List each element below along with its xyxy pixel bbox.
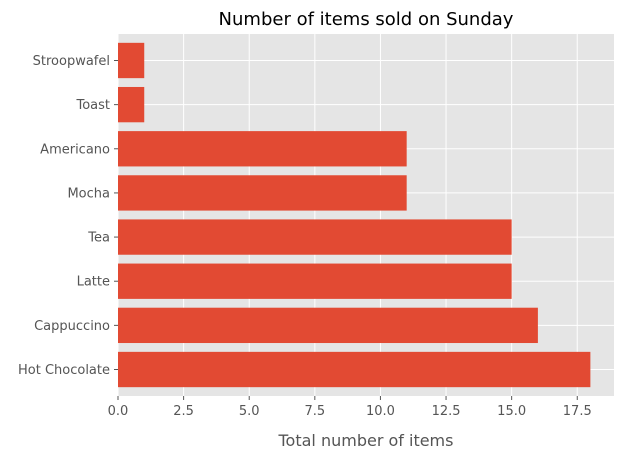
bar-toast	[118, 86, 145, 123]
y-tick-label: Tea	[87, 231, 110, 246]
bars	[118, 42, 591, 388]
y-tick-label: Toast	[75, 98, 110, 113]
y-tick-label: Hot Chocolate	[18, 363, 110, 378]
y-tick-label: Latte	[77, 275, 110, 290]
x-tick-label: 12.5	[432, 404, 461, 419]
bar-americano	[118, 131, 407, 167]
x-tick-label: 0.0	[108, 404, 129, 419]
x-tick-label: 10.0	[366, 404, 395, 419]
y-tick-label: Americano	[40, 142, 110, 157]
bar-latte	[118, 263, 512, 299]
bar-hot-chocolate	[118, 351, 591, 388]
y-tick-label: Stroopwafel	[33, 54, 110, 69]
x-axis-ticks: 0.0 2.5 5.0 7.5 10.0 12.5 15.0 17.5	[108, 396, 592, 419]
x-axis-label: Total number of items	[278, 431, 454, 450]
y-axis-ticks: Hot Chocolate Cappuccino Latte Tea Mocha Amer…	[18, 54, 118, 378]
y-tick-label: Mocha	[67, 186, 110, 201]
x-tick-label: 15.0	[497, 404, 526, 419]
x-tick-label: 2.5	[173, 404, 194, 419]
bar-tea	[118, 219, 512, 255]
chart-title: Number of items sold on Sunday	[219, 9, 514, 30]
y-tick-label: Cappuccino	[34, 319, 110, 334]
bar-stroopwafel	[118, 42, 145, 79]
bar-mocha	[118, 175, 407, 211]
x-tick-label: 7.5	[304, 404, 325, 419]
bar-cappuccino	[118, 307, 538, 344]
x-tick-label: 5.0	[239, 404, 260, 419]
x-tick-label: 17.5	[563, 404, 592, 419]
